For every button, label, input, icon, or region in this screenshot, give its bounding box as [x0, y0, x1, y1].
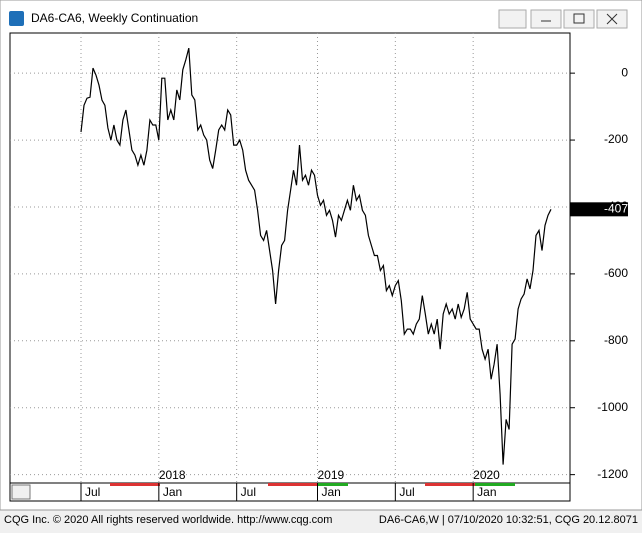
scroll-handle[interactable]: [11, 484, 31, 500]
x-tick-label: Jul: [399, 485, 414, 499]
x-tick-label: Jan: [321, 485, 340, 499]
y-tick-label: -200: [604, 132, 628, 146]
y-tick-label: -600: [604, 266, 628, 280]
footer-left: CQG Inc. © 2020 All rights reserved worl…: [4, 514, 332, 526]
minimize-button[interactable]: [530, 9, 562, 29]
y-tick-label: -800: [604, 333, 628, 347]
x-tick-label: Jul: [85, 485, 100, 499]
period-strip: [475, 483, 515, 486]
period-strip: [425, 483, 475, 486]
period-strip: [110, 483, 160, 486]
period-strip: [268, 483, 318, 486]
link-button[interactable]: [498, 9, 527, 29]
y-tick-label: 0: [621, 65, 628, 79]
chart-title: DA6-CA6, Weekly Continuation: [31, 11, 198, 25]
period-strip: [318, 483, 348, 486]
year-label: 2020: [473, 468, 500, 482]
x-tick-label: Jan: [163, 485, 182, 499]
maximize-button[interactable]: [563, 9, 595, 29]
maximize-icon: [573, 13, 585, 24]
last-value-label: -407: [604, 201, 628, 215]
x-tick-label: Jul: [241, 485, 256, 499]
footer-right: DA6-CA6,W | 07/10/2020 10:32:51, CQG 20.…: [379, 514, 638, 526]
plot-area: [9, 32, 571, 484]
y-tick-label: -1000: [597, 400, 628, 414]
year-label: 2019: [317, 468, 344, 482]
close-icon: [606, 13, 618, 25]
app-icon: [9, 11, 24, 26]
last-value-box: [570, 202, 628, 217]
x-tick-label: Jan: [477, 485, 496, 499]
price-line: [80, 47, 552, 465]
y-tick-label: -1200: [597, 467, 628, 481]
year-label: 2018: [159, 468, 186, 482]
